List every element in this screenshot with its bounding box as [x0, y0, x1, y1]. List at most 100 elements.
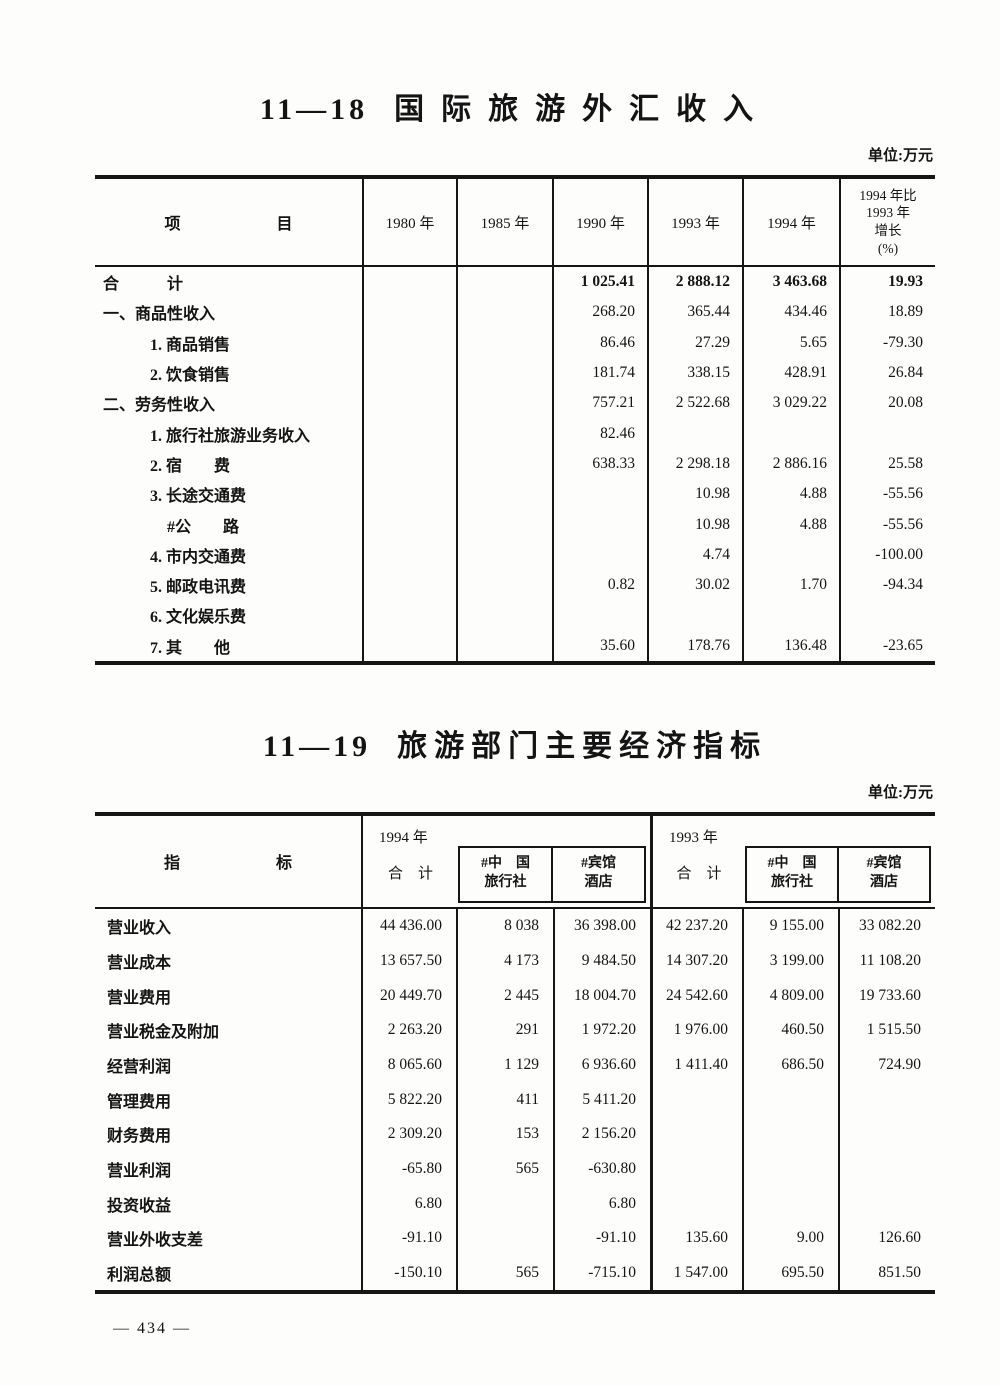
group-1994-total-label: 合 计: [387, 865, 433, 882]
table-11-18: 项 目 1980 年 1985 年 1990 年 1993 年 1994 年 1…: [95, 175, 935, 665]
table-cell: [362, 509, 456, 540]
table-cell: [362, 479, 456, 510]
table-cell: 1 411.40: [650, 1047, 742, 1083]
table-row: 6. 文化娱乐费: [95, 600, 935, 631]
table-cell: [742, 418, 839, 449]
table-cell: 25.58: [839, 448, 935, 480]
group-1993-col-hotels: #宾馆 酒店: [837, 847, 929, 901]
table-cell: [742, 1082, 838, 1117]
row-label: 投资收益: [107, 1197, 172, 1215]
table-row: 5. 邮政电讯费 0.82 30.02 1.70 -94.34: [95, 569, 935, 601]
table-cell: 3 463.68: [742, 267, 839, 298]
table-cell: [456, 357, 552, 389]
table-cell: -23.65: [839, 630, 935, 661]
table-cell: 851.50: [838, 1255, 935, 1291]
table-cell: 4.88: [742, 509, 839, 540]
table-cell: 4.88: [742, 479, 839, 510]
table-cell: [647, 418, 742, 449]
table-cell: -91.10: [361, 1221, 456, 1256]
row-label: 4. 市内交通费: [150, 548, 247, 566]
table-cell: 1 025.41: [552, 267, 647, 298]
table-cell: [742, 1116, 838, 1152]
table1-unit-label: 单位:万元: [868, 148, 933, 164]
table-cell: [552, 539, 647, 570]
table-row: 营业利润 -65.80 565 -630.80: [95, 1151, 935, 1187]
table-cell: 20 449.70: [361, 978, 456, 1013]
table-cell: [742, 1151, 838, 1187]
table-cell: [362, 267, 456, 298]
table-row: 经营利润 8 065.60 1 129 6 936.60 1 411.40 68…: [95, 1047, 935, 1083]
table2-group-1993: 1993 年 合 计 #中 国 旅行社 #宾馆 酒店: [650, 815, 935, 907]
table-cell: 10.98: [647, 509, 742, 540]
table-cell: 291: [456, 1012, 553, 1048]
table-cell: [552, 509, 647, 540]
table-cell: 18 004.70: [553, 978, 650, 1013]
table-cell: 178.76: [647, 630, 742, 661]
table-cell: [362, 297, 456, 328]
row-label: 一、商品性收入: [103, 306, 216, 324]
table-cell: 1 972.20: [553, 1012, 650, 1048]
table-row: 投资收益 6.80 6.80: [95, 1186, 935, 1222]
table-cell: 3 029.22: [742, 388, 839, 419]
table-cell: [456, 539, 552, 570]
table-cell: -91.10: [553, 1221, 650, 1256]
table-cell: 365.44: [647, 297, 742, 328]
row-label: 营业利润: [107, 1163, 172, 1181]
table-cell: 9 155.00: [742, 908, 838, 944]
table-cell: 10.98: [647, 479, 742, 510]
table1-header-row: 项 目 1980 年 1985 年 1990 年 1993 年 1994 年 1…: [95, 179, 935, 267]
table-cell: [456, 1186, 553, 1222]
table-cell: 26.84: [839, 357, 935, 389]
table-cell: 19 733.60: [838, 978, 935, 1013]
table1-col-1994: 1994 年: [742, 179, 839, 265]
table1-col-1985: 1985 年: [456, 179, 552, 265]
table-row: 利润总额 -150.10 565 -715.10 1 547.00 695.50…: [95, 1255, 935, 1291]
table-11-19: 指 标 1994 年 合 计 #中 国 旅行社 #宾馆 酒店 1993 年 合 …: [95, 811, 935, 1295]
table-cell: 1 976.00: [650, 1012, 742, 1048]
table-cell: 3 199.00: [742, 943, 838, 979]
table-cell: [362, 327, 456, 358]
table-cell: 434.46: [742, 297, 839, 328]
row-label: 1. 旅行社旅游业务收入: [150, 427, 311, 445]
table-cell: 82.46: [552, 418, 647, 449]
table-cell: [838, 1151, 935, 1187]
table-cell: [456, 509, 552, 540]
table-cell: 6.80: [361, 1186, 456, 1222]
table1-col-1993: 1993 年: [647, 179, 742, 265]
table-cell: 4 173: [456, 943, 553, 979]
table-cell: 6 936.60: [553, 1047, 650, 1083]
table-cell: 2 445: [456, 978, 553, 1013]
table-cell: 460.50: [742, 1012, 838, 1048]
table-cell: [650, 1116, 742, 1152]
table-cell: 19.93: [839, 267, 935, 298]
table-cell: 8 065.60: [361, 1047, 456, 1083]
table-cell: -79.30: [839, 327, 935, 358]
table-cell: 695.50: [742, 1255, 838, 1291]
row-label: 合 计: [103, 276, 184, 294]
page-number: — 434 —: [113, 1320, 191, 1338]
table-cell: 9.00: [742, 1221, 838, 1256]
table-row: 1. 商品销售 86.46 27.29 5.65 -79.30: [95, 327, 935, 358]
table-cell: 411: [456, 1082, 553, 1117]
table-row: 营业外收支差 -91.10 -91.10 135.60 9.00 126.60: [95, 1221, 935, 1256]
table-cell: 686.50: [742, 1047, 838, 1083]
table-row: 3. 长途交通费 10.98 4.88 -55.56: [95, 479, 935, 510]
row-label: 利润总额: [107, 1267, 172, 1285]
table-row: 营业税金及附加 2 263.20 291 1 972.20 1 976.00 4…: [95, 1012, 935, 1048]
group-1993-subheader-box: #中 国 旅行社 #宾馆 酒店: [745, 845, 931, 903]
table-cell: 1 547.00: [650, 1255, 742, 1291]
table-cell: -55.56: [839, 509, 935, 540]
table-cell: 6.80: [553, 1186, 650, 1222]
page: 11—18 国际旅游外汇收入 单位:万元 项 目 1980 年 1985 年 19…: [95, 0, 935, 1338]
table-cell: [456, 479, 552, 510]
table1-col-item: 项 目: [164, 216, 293, 233]
table-cell: 2 888.12: [647, 267, 742, 298]
table-cell: [838, 1116, 935, 1152]
table-row: 财务费用 2 309.20 153 2 156.20: [95, 1116, 935, 1152]
table-cell: 1 515.50: [838, 1012, 935, 1048]
table2-col-indicator: 指 标: [163, 855, 292, 873]
table-cell: 11 108.20: [838, 943, 935, 979]
table-cell: [456, 267, 552, 298]
table-cell: 4.74: [647, 539, 742, 570]
table-cell: [838, 1186, 935, 1222]
